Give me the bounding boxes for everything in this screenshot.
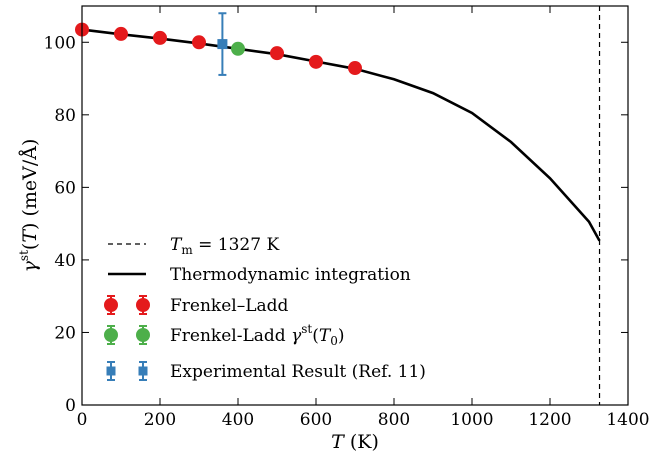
x-tick-label: 400 bbox=[222, 410, 254, 430]
y-tick-label: 0 bbox=[65, 396, 76, 416]
legend-experimental-label: Experimental Result (Ref. 11) bbox=[170, 362, 426, 382]
x-tick-label: 0 bbox=[77, 410, 88, 430]
x-axis-label: T (K) bbox=[331, 431, 379, 453]
plot-marks bbox=[75, 6, 601, 405]
frenkel-ladd-t0-point bbox=[231, 41, 245, 56]
frenkel-ladd-point bbox=[192, 35, 206, 50]
legend-frenkel-ladd-label: Frenkel–Ladd bbox=[170, 296, 289, 316]
axis-ticks: 0 200 400 600 800 1000 1200 1400 0 20 40 60 80 100 bbox=[44, 6, 650, 430]
plot-frame bbox=[81, 5, 629, 406]
frenkel-ladd-point bbox=[153, 30, 167, 45]
frenkel-ladd-point bbox=[309, 54, 323, 69]
legend-frenkel-ladd-marker bbox=[104, 298, 118, 312]
frenkel-ladd-point bbox=[270, 46, 284, 61]
legend-frenkel-ladd-t0-label: Frenkel-Ladd γst(T0) bbox=[170, 322, 345, 348]
legend-experimental-marker bbox=[138, 366, 148, 376]
y-tick-label: 80 bbox=[54, 106, 76, 126]
legend-experimental-marker bbox=[106, 366, 116, 376]
y-tick-label: 60 bbox=[54, 178, 76, 198]
legend-frenkel-ladd-marker bbox=[136, 298, 150, 312]
frenkel-ladd-point bbox=[348, 61, 362, 76]
legend: Tm = 1327 K Thermodynamic integration Fren… bbox=[104, 235, 426, 382]
x-tick-label: 200 bbox=[144, 410, 176, 430]
legend-frenkel-ladd-t0-marker bbox=[136, 328, 150, 342]
y-tick-label: 100 bbox=[44, 33, 76, 53]
y-tick-label: 20 bbox=[54, 323, 76, 343]
frenkel-ladd-point bbox=[114, 26, 128, 41]
legend-integration-label: Thermodynamic integration bbox=[170, 265, 411, 285]
legend-melting-label: Tm = 1327 K bbox=[170, 235, 279, 257]
legend-frenkel-ladd-t0-marker bbox=[104, 328, 118, 342]
thermodynamic-integration-line bbox=[81, 28, 601, 242]
x-tick-label: 1400 bbox=[606, 410, 649, 430]
experimental-point bbox=[217, 39, 228, 50]
x-tick-label: 800 bbox=[378, 410, 410, 430]
x-tick-label: 1000 bbox=[450, 410, 493, 430]
x-tick-label: 1200 bbox=[528, 410, 571, 430]
y-axis-label: γst(T) (meV/Å) bbox=[17, 139, 41, 273]
x-tick-label: 600 bbox=[300, 410, 332, 430]
y-tick-label: 40 bbox=[54, 251, 76, 271]
